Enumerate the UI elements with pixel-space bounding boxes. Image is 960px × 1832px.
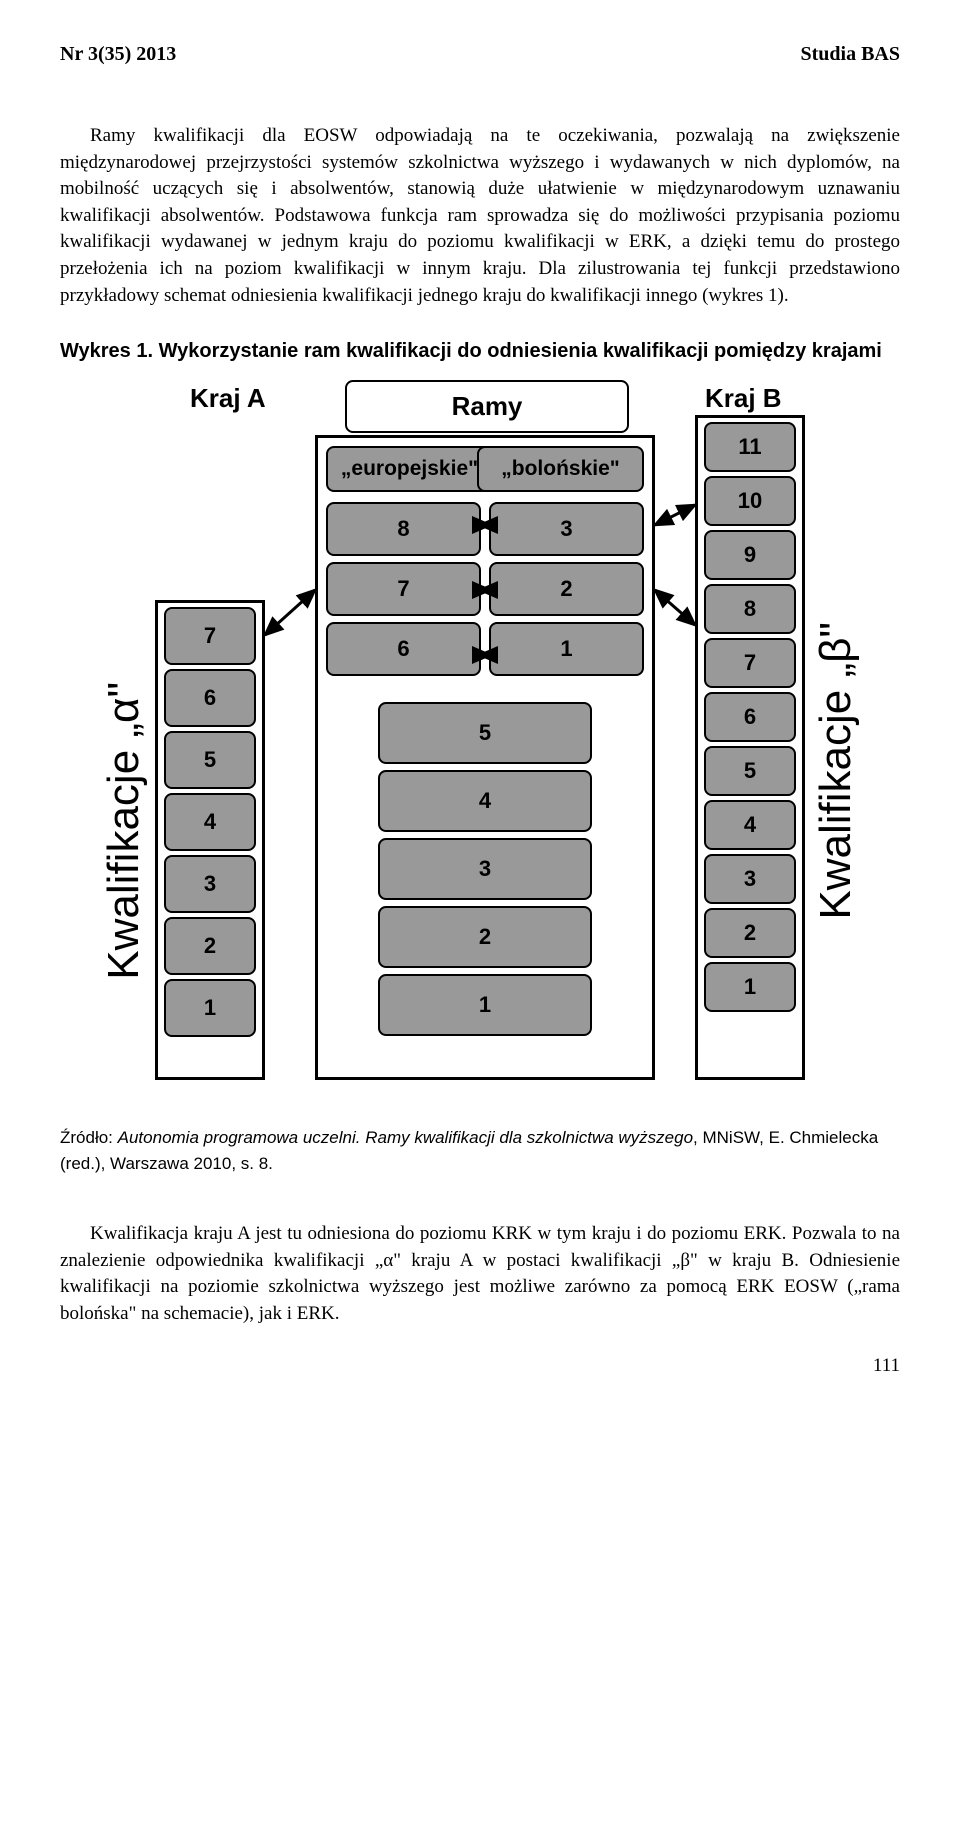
kraj-b-level: 10 (704, 476, 796, 526)
kraj-b-level: 4 (704, 800, 796, 850)
source-prefix: Źródło: (60, 1128, 118, 1147)
kraj-b-box: 11 10 9 8 7 6 5 4 3 2 1 (695, 415, 805, 1080)
kraj-a-level: 2 (164, 917, 256, 975)
kraj-b-level: 11 (704, 422, 796, 472)
kraj-a-level: 5 (164, 731, 256, 789)
europejskie-label: „europejskie" (326, 446, 493, 491)
center-level: 4 (378, 770, 592, 832)
paragraph-2: Kwalifikacja kraju A jest tu odniesiona … (60, 1221, 900, 1327)
figure-title: Wykres 1. Wykorzystanie ram kwalifikacji… (60, 337, 900, 365)
kraj-a-level: 7 (164, 607, 256, 665)
kraj-a-box: 7 6 5 4 3 2 1 (155, 600, 265, 1080)
bolonskie-label: „bolońskie" (477, 446, 644, 491)
source-italic: Autonomia programowa uczelni. Ramy kwali… (118, 1128, 693, 1147)
kraj-b-level: 9 (704, 530, 796, 580)
header-right: Studia BAS (801, 40, 901, 68)
paragraph-1: Ramy kwalifikacji dla EOSW odpowiadają n… (60, 123, 900, 309)
header-left: Nr 3(35) 2013 (60, 40, 176, 68)
center-level: 5 (378, 702, 592, 764)
center-level: 3 (378, 838, 592, 900)
kraj-a-label: Kraj A (190, 380, 266, 416)
page-number: 111 (60, 1353, 900, 1380)
kraj-b-level: 2 (704, 908, 796, 958)
kraj-b-label: Kraj B (705, 380, 782, 416)
bolo-level: 3 (489, 502, 644, 556)
bolo-level: 2 (489, 562, 644, 616)
kraj-b-level: 6 (704, 692, 796, 742)
kraj-a-level: 4 (164, 793, 256, 851)
kwalifikacje-alpha-label: Kwalifikacje „α" (93, 682, 155, 980)
kraj-b-level: 5 (704, 746, 796, 796)
bolo-level: 1 (489, 622, 644, 676)
kraj-a-level: 3 (164, 855, 256, 913)
source-line: Źródło: Autonomia programowa uczelni. Ra… (60, 1125, 900, 1176)
euro-level: 8 (326, 502, 481, 556)
euro-level: 7 (326, 562, 481, 616)
ramy-box: „europejskie" „bolońskie" 8 7 6 3 2 1 5 … (315, 435, 655, 1080)
ramy-label: Ramy (345, 380, 629, 432)
kraj-b-level: 3 (704, 854, 796, 904)
kraj-b-level: 7 (704, 638, 796, 688)
kraj-b-level: 8 (704, 584, 796, 634)
center-level: 2 (378, 906, 592, 968)
center-level: 1 (378, 974, 592, 1036)
euro-level: 6 (326, 622, 481, 676)
kraj-b-level: 1 (704, 962, 796, 1012)
kwalifikacje-beta-label: Kwalifikacje „β" (805, 622, 867, 920)
kraj-a-level: 6 (164, 669, 256, 727)
qualification-diagram: Kraj A Ramy Kraj B Kwalifikacje „α" Kwal… (70, 380, 890, 1100)
kraj-a-level: 1 (164, 979, 256, 1037)
